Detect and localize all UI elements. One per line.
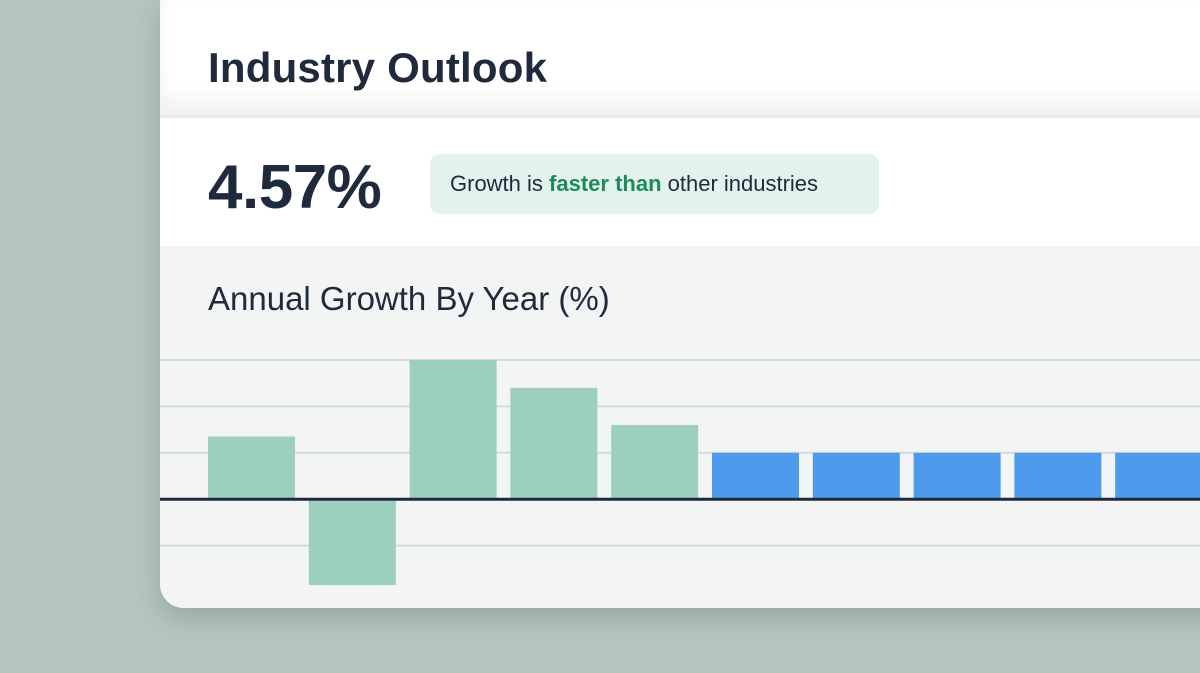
projected-growth-bar bbox=[913, 452, 1001, 500]
growth-value: 4.57% bbox=[208, 153, 382, 222]
annual-growth-bar-chart bbox=[160, 359, 1200, 586]
badge-prefix: Growth is bbox=[450, 171, 550, 196]
chart-title: Annual Growth By Year (%) bbox=[208, 280, 610, 317]
annual-growth-chart-section: Annual Growth By Year (%) bbox=[160, 246, 1200, 608]
badge-emphasis: faster than bbox=[549, 171, 662, 196]
projected-growth-bar bbox=[712, 452, 799, 500]
historical-growth-bar bbox=[308, 499, 396, 586]
projected-growth-bar bbox=[812, 452, 900, 500]
projected-growth-bar bbox=[1115, 452, 1200, 500]
historical-growth-bar bbox=[409, 360, 497, 500]
growth-summary: 4.57% Growth is faster than other indust… bbox=[160, 122, 1200, 246]
historical-growth-bar bbox=[208, 436, 295, 500]
industry-outlook-card: Industry Outlook 4.57% Growth is faster … bbox=[160, 0, 1200, 608]
projected-growth-bar bbox=[1014, 452, 1102, 500]
card-header: Industry Outlook bbox=[160, 0, 1200, 118]
badge-suffix: other industries bbox=[661, 171, 819, 196]
growth-comparison-badge: Growth is faster than other industries bbox=[430, 154, 879, 214]
historical-growth-bar bbox=[611, 424, 699, 500]
historical-growth-bar bbox=[510, 387, 598, 500]
card-title: Industry Outlook bbox=[208, 44, 548, 91]
